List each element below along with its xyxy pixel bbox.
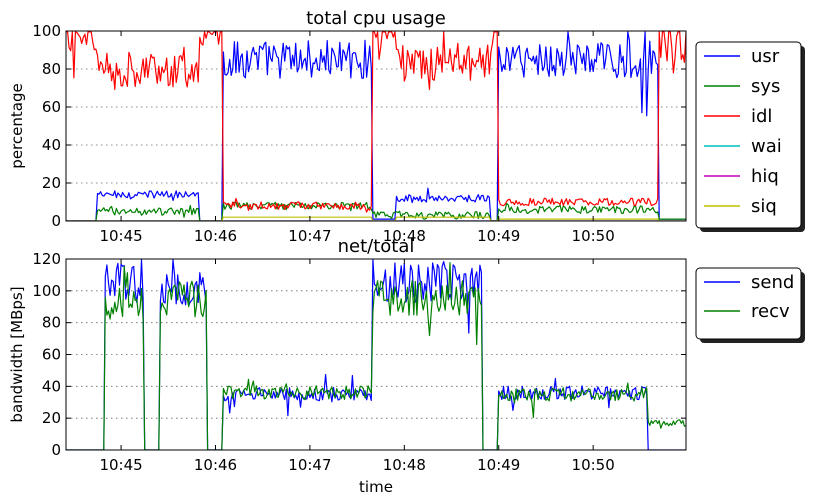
chart-title: total cpu usage [306,8,446,29]
y-tick-label: 60 [42,346,61,364]
y-tick-label: 80 [42,60,61,78]
chart-panel-1: 0 20 40 60 80 100 10:45 10:46 10:47 10:48 10:49 10:… [8,8,805,245]
y-axis-label: bandwidth [MBps] [8,286,26,422]
chart-title: net/total [338,236,415,257]
x-tick-label: 10:49 [477,456,520,474]
legend-label-hiq: hiq [751,166,779,187]
legend-label-usr: usr [751,46,780,67]
legend-label-siq: siq [751,196,777,217]
series-line-idl [66,31,686,213]
y-axis-label: percentage [8,83,26,168]
legend-box [695,267,802,340]
y-tick-label: 120 [32,250,61,268]
y-tick-label: 60 [42,98,61,116]
x-tick-label: 10:49 [477,227,520,245]
y-tick-label: 100 [32,22,61,40]
x-tick-label: 10:45 [99,456,142,474]
x-tick-label: 10:46 [194,456,237,474]
legend-label-sys: sys [751,76,780,97]
x-tick-label: 10:48 [383,456,426,474]
series-line-recv [66,262,686,450]
x-tick-label: 10:50 [572,456,615,474]
series-line-siq [66,216,686,221]
series-line-usr [66,31,686,221]
x-tick-label: 10:47 [288,456,331,474]
legend-label-send: send [751,272,794,293]
x-axis-label: time [359,478,393,496]
legend-label-recv: recv [751,301,790,322]
y-tick-label: 80 [42,314,61,332]
x-tick-label: 10:50 [572,227,615,245]
series-line-sys [66,201,686,221]
y-tick-label: 40 [42,377,61,395]
y-tick-label: 0 [51,441,61,459]
y-tick-label: 40 [42,136,61,154]
x-tick-label: 10:47 [288,227,331,245]
legend-box [695,41,802,229]
y-tick-label: 0 [51,212,61,230]
plot-frame [65,30,687,222]
legend: usr sys idl wai hiq siq [695,41,805,232]
legend-label-idl: idl [751,106,772,127]
y-tick-label: 20 [42,409,61,427]
legend: send recv [695,267,805,343]
x-tick-label: 10:48 [383,227,426,245]
x-tick-label: 10:46 [194,227,237,245]
chart-panel-2: 0 20 40 60 80 100 120 10:45 10:46 10:47 10:48 10:49… [8,236,805,496]
x-tick-label: 10:45 [99,227,142,245]
y-tick-label: 20 [42,174,61,192]
legend-label-wai: wai [751,136,782,157]
y-tick-label: 100 [32,282,61,300]
